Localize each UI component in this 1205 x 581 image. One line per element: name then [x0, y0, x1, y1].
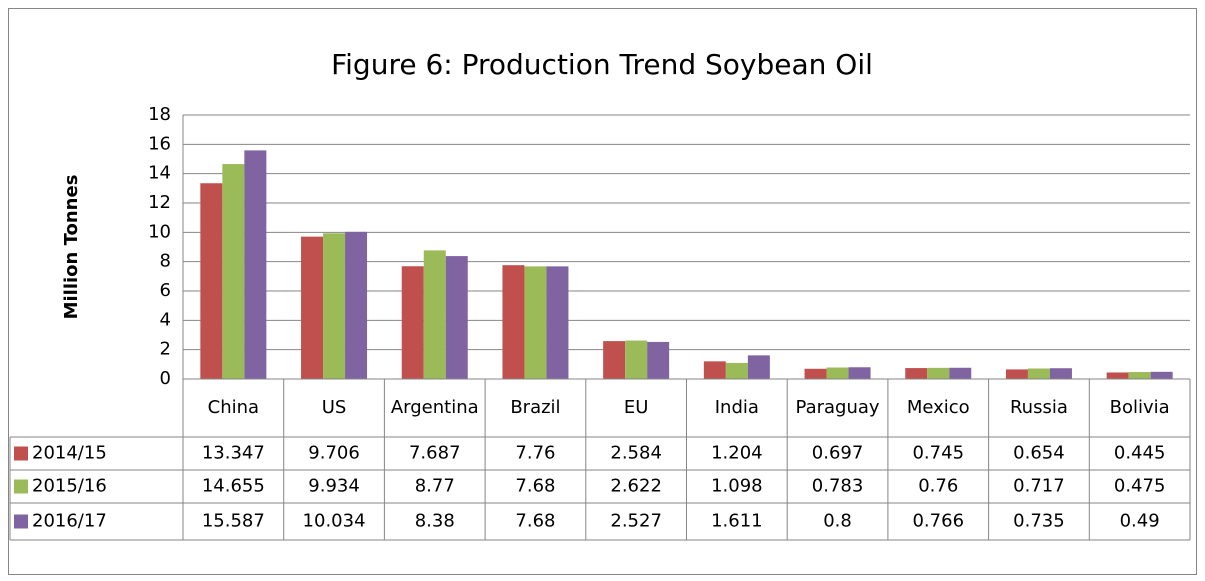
bar: [1106, 372, 1129, 379]
bar: [603, 341, 626, 379]
bar: [301, 236, 324, 379]
bar: [804, 368, 827, 379]
bar: [647, 341, 670, 379]
category-label: Brazil: [510, 397, 560, 418]
y-tick-label: 14: [148, 163, 171, 184]
bar: [546, 266, 569, 379]
table-value: 0.783: [812, 476, 864, 497]
table-value: 0.49: [1120, 511, 1160, 532]
bar: [905, 368, 928, 379]
category-label: US: [322, 397, 347, 418]
y-tick-label: 6: [160, 280, 171, 301]
table-value: 1.611: [711, 511, 763, 532]
legend-label: 2016/17: [32, 511, 107, 532]
table-value: 1.098: [711, 476, 763, 497]
table-value: 7.68: [515, 476, 555, 497]
table-value: 7.68: [515, 511, 555, 532]
legend-swatch: [14, 446, 28, 461]
table-value: 0.76: [918, 476, 958, 497]
chart-title: Figure 6: Production Trend Soybean Oil: [331, 48, 873, 81]
y-tick-label: 4: [160, 309, 171, 330]
table-value: 10.034: [303, 511, 366, 532]
category-label: Mexico: [907, 397, 970, 418]
table-value: 7.76: [515, 443, 555, 464]
table-value: 2.527: [610, 511, 662, 532]
bar: [927, 367, 950, 379]
y-tick-label: 0: [160, 368, 171, 389]
legend-label: 2015/16: [32, 476, 107, 497]
legend-label: 2014/15: [32, 443, 107, 464]
y-axis-label: Million Tonnes: [61, 175, 82, 320]
table-value: 15.587: [202, 511, 265, 532]
table-value: 8.77: [415, 476, 455, 497]
category-label: Russia: [1010, 397, 1068, 418]
bar: [323, 233, 346, 379]
table-value: 7.687: [409, 443, 461, 464]
table-value: 13.347: [202, 443, 265, 464]
legend-swatch: [14, 479, 28, 494]
table-value: 0.735: [1013, 511, 1065, 532]
bar: [401, 266, 424, 379]
bar: [625, 340, 648, 379]
legend-swatch: [14, 514, 28, 529]
bar: [747, 355, 770, 379]
bar: [1128, 372, 1151, 379]
table-value: 9.706: [308, 443, 360, 464]
y-tick-label: 16: [148, 133, 171, 154]
y-tick-label: 2: [160, 339, 171, 360]
table-value: 8.38: [415, 511, 455, 532]
y-tick-label: 10: [148, 221, 171, 242]
bar: [725, 362, 748, 379]
bar: [1005, 369, 1028, 379]
bar: [1027, 368, 1050, 379]
table-value: 2.622: [610, 476, 662, 497]
table-value: 0.475: [1114, 476, 1166, 497]
table-value: 0.654: [1013, 443, 1065, 464]
category-label: India: [715, 397, 759, 418]
bar: [848, 367, 871, 379]
bar: [949, 367, 972, 379]
table-value: 14.655: [202, 476, 265, 497]
bar: [1150, 371, 1173, 379]
y-tick-label: 12: [148, 192, 171, 213]
bar: [345, 231, 368, 379]
table-value: 0.717: [1013, 476, 1065, 497]
bar: [244, 150, 267, 379]
bar: [222, 164, 245, 379]
category-label: EU: [624, 397, 649, 418]
table-value: 0.745: [912, 443, 964, 464]
y-tick-label: 8: [160, 251, 171, 272]
bar: [423, 250, 446, 379]
bar: [445, 256, 468, 379]
bar: [703, 361, 726, 379]
table-value: 0.766: [912, 511, 964, 532]
bar: [200, 183, 223, 379]
category-label: Bolivia: [1110, 397, 1170, 418]
category-label: China: [208, 397, 259, 418]
category-label: Argentina: [391, 397, 479, 418]
bar: [826, 367, 849, 379]
table-value: 0.697: [812, 443, 864, 464]
bar: [524, 266, 547, 379]
bar: [1049, 368, 1072, 379]
table-value: 2.584: [610, 443, 662, 464]
table-value: 0.8: [823, 511, 852, 532]
table-value: 1.204: [711, 443, 763, 464]
y-tick-label: 18: [148, 104, 171, 125]
table-value: 9.934: [308, 476, 360, 497]
table-value: 0.445: [1114, 443, 1166, 464]
category-label: Paraguay: [796, 397, 880, 418]
bar: [502, 265, 525, 379]
